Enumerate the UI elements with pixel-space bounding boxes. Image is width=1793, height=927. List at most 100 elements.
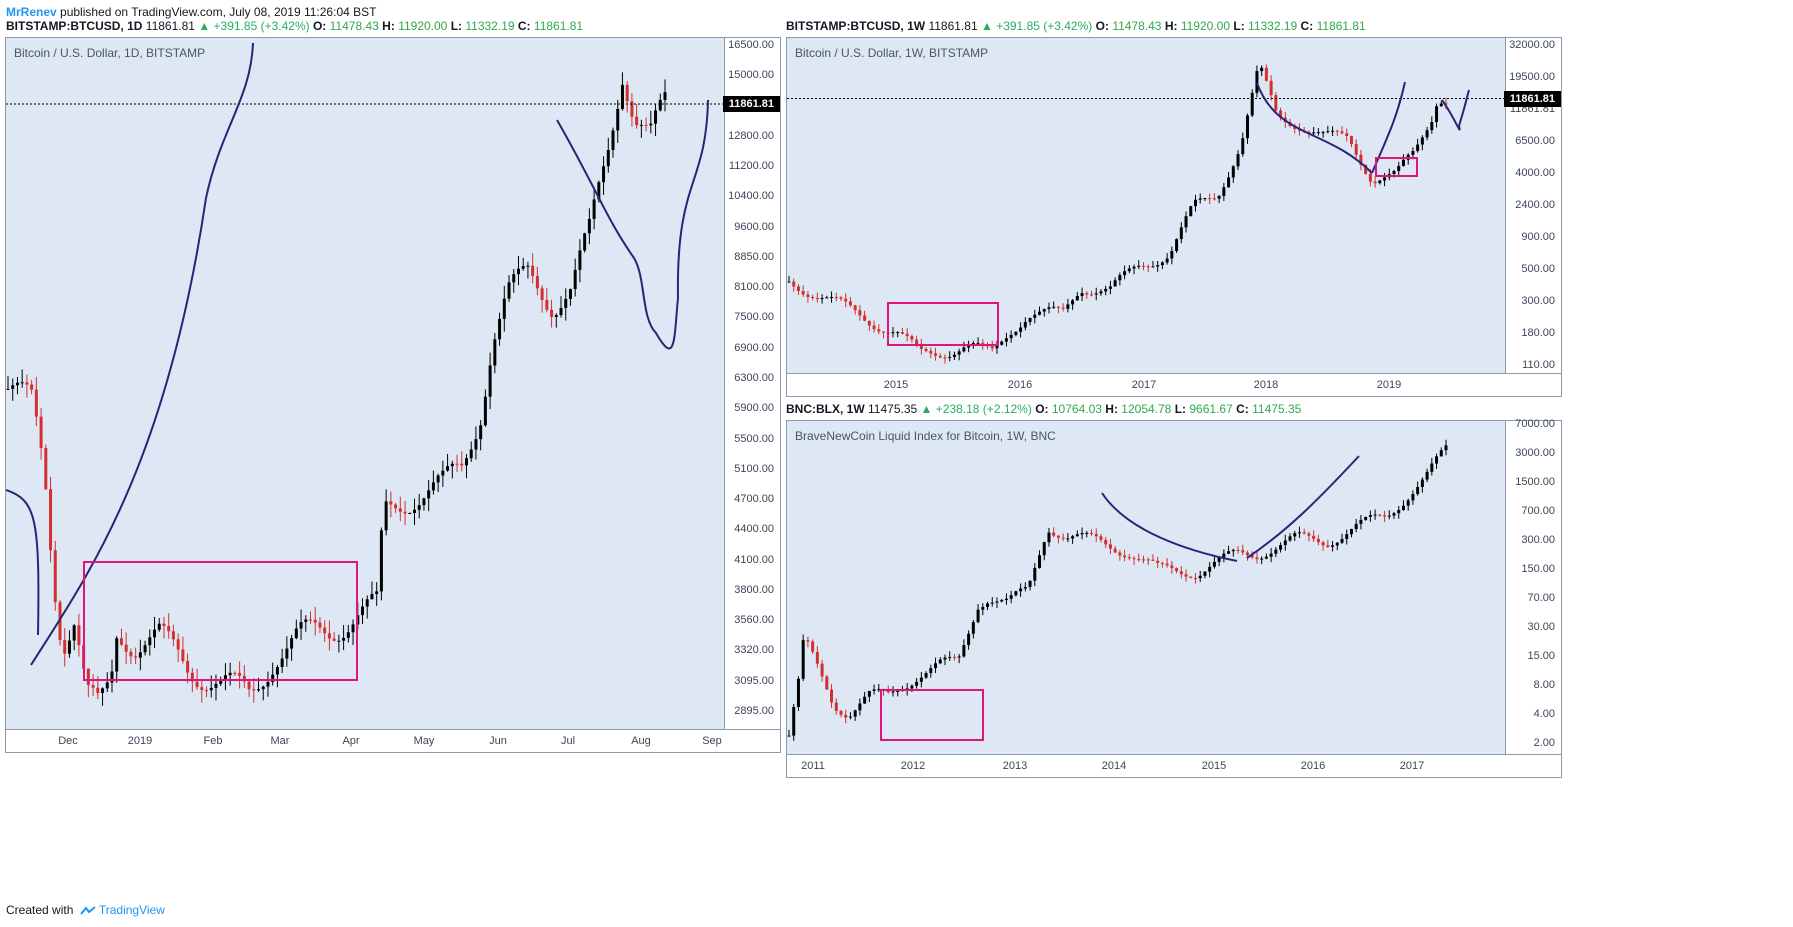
candle-body bbox=[535, 275, 539, 289]
candle-body bbox=[266, 681, 270, 687]
candle-body bbox=[44, 447, 48, 490]
legend-up-arrow: ▲ bbox=[198, 19, 211, 33]
candle-body bbox=[1127, 557, 1131, 559]
candle-body bbox=[981, 607, 985, 610]
candle-body bbox=[1378, 514, 1382, 516]
author-link[interactable]: MrRenev bbox=[6, 5, 57, 19]
candle-body bbox=[464, 458, 468, 466]
plot-area[interactable] bbox=[6, 38, 725, 730]
candle-body bbox=[1430, 463, 1434, 472]
y-tick-label: 9600.00 bbox=[734, 220, 774, 233]
price-axis[interactable]: 7000.00 3000.00 1500.00 700.00 300.00 150.00 7… bbox=[1505, 418, 1561, 755]
candle-body bbox=[1212, 198, 1216, 200]
candle-body bbox=[223, 675, 227, 680]
candle-body bbox=[1000, 341, 1004, 345]
candle-body bbox=[834, 702, 838, 711]
price-axis[interactable]: 32000.00 19500.00 11861.81 6500.00 4000.00 24… bbox=[1503, 38, 1561, 374]
publish-info: published on TradingView.com, July 08, 2… bbox=[60, 5, 377, 19]
candle-body bbox=[1425, 471, 1429, 480]
chart-panel-blx[interactable]: BraveNewCoin Liquid Index for Bitcoin, 1… bbox=[786, 418, 1562, 778]
y-tick-label: 30.00 bbox=[1527, 621, 1555, 633]
candle-body bbox=[1245, 115, 1249, 139]
candle-body bbox=[967, 633, 971, 646]
legend-low-key: L: bbox=[1233, 19, 1245, 33]
legend-open-key: O: bbox=[312, 19, 327, 33]
tradingview-brand[interactable]: TradingView bbox=[98, 903, 165, 917]
candle-body bbox=[919, 344, 923, 349]
x-tick-label: Sep bbox=[702, 735, 722, 747]
candle-body bbox=[825, 676, 829, 690]
y-tick-label: 6500.00 bbox=[1515, 135, 1555, 147]
candle-body bbox=[559, 307, 563, 316]
candle-body bbox=[1245, 552, 1249, 556]
time-axis[interactable]: 2015 2016 2017 2018 2019 bbox=[787, 373, 1561, 396]
candle-body bbox=[1392, 171, 1396, 175]
candle-body bbox=[1071, 300, 1075, 305]
candle-body bbox=[1080, 293, 1084, 296]
candle-body bbox=[299, 622, 303, 629]
x-tick-label: 2011 bbox=[801, 760, 825, 772]
candle-body bbox=[1316, 132, 1320, 134]
plot-area[interactable] bbox=[787, 421, 1506, 755]
legend-change: +391.85 (+3.42%) bbox=[213, 19, 310, 33]
candle-body bbox=[1420, 137, 1424, 145]
candle-body bbox=[943, 357, 947, 359]
candle-body bbox=[1255, 557, 1259, 560]
candle-body bbox=[1354, 523, 1358, 530]
candle-body bbox=[1099, 536, 1103, 540]
candle-body bbox=[1193, 199, 1197, 207]
candle-body bbox=[796, 678, 800, 707]
candle-body bbox=[1359, 519, 1363, 524]
y-tick-label: 32000.00 bbox=[1509, 39, 1555, 51]
last-price-marker: 11861.81 bbox=[722, 96, 780, 113]
candle-body bbox=[96, 687, 100, 694]
candle-body bbox=[1340, 538, 1344, 543]
candle-body bbox=[148, 637, 152, 646]
candle-body bbox=[1331, 130, 1335, 132]
candle-body bbox=[1373, 181, 1377, 184]
legend-symbol: BITSTAMP:BTCUSD, 1W bbox=[786, 19, 926, 33]
candle-body bbox=[1439, 103, 1443, 107]
chart-panel-daily[interactable]: Bitcoin / U.S. Dollar, 1D, BITSTAMP 16500… bbox=[5, 37, 781, 753]
y-tick-label: 8850.00 bbox=[734, 250, 774, 263]
candle-body bbox=[143, 645, 147, 653]
candle-body bbox=[957, 351, 961, 355]
candle-body bbox=[162, 623, 166, 626]
highlight-box bbox=[83, 561, 358, 681]
candle-body bbox=[1146, 559, 1150, 561]
candle-body bbox=[910, 336, 914, 340]
candle-body bbox=[952, 354, 956, 357]
candle-body bbox=[101, 688, 105, 694]
candle-body bbox=[995, 344, 999, 349]
chart-panel-weekly[interactable]: Bitcoin / U.S. Dollar, 1W, BITSTAMP 32000… bbox=[786, 37, 1562, 397]
candle-body bbox=[1345, 133, 1349, 137]
candle-body bbox=[1269, 553, 1273, 557]
candle-body bbox=[1283, 540, 1287, 546]
legend-close-key: C: bbox=[517, 19, 531, 33]
legend-close-value: 11861.81 bbox=[533, 19, 584, 33]
candle-body bbox=[493, 339, 497, 366]
candle-body bbox=[1175, 568, 1179, 572]
price-axis[interactable]: 16500.0015000.0014000.0012800.0011200.00… bbox=[722, 38, 780, 730]
plot-area[interactable] bbox=[787, 38, 1506, 374]
candle-body bbox=[929, 668, 933, 674]
candle-body bbox=[332, 638, 336, 641]
candle-body bbox=[934, 663, 938, 669]
x-tick-label: 2019 bbox=[1376, 379, 1402, 391]
candle-body bbox=[351, 624, 355, 633]
candle-body bbox=[1047, 532, 1051, 543]
legend-last: 11475.35 bbox=[868, 402, 918, 416]
candle-body bbox=[1260, 558, 1264, 560]
candle-body bbox=[105, 682, 109, 689]
candle-body bbox=[1208, 198, 1212, 200]
candle-body bbox=[796, 286, 800, 292]
y-tick-label: 300.00 bbox=[1521, 534, 1555, 546]
time-axis[interactable]: 2011 2012 2013 2014 2015 2016 2017 bbox=[787, 754, 1561, 777]
time-axis[interactable]: Dec 2019 Feb Mar Apr May Jun Jul Aug Sep bbox=[6, 729, 780, 752]
y-tick-label: 5900.00 bbox=[734, 402, 774, 415]
candle-body bbox=[1156, 560, 1160, 563]
candle-body bbox=[1085, 293, 1089, 295]
candle-body bbox=[787, 281, 791, 283]
y-tick-label: 300.00 bbox=[1521, 295, 1555, 307]
candle-body bbox=[488, 365, 492, 397]
